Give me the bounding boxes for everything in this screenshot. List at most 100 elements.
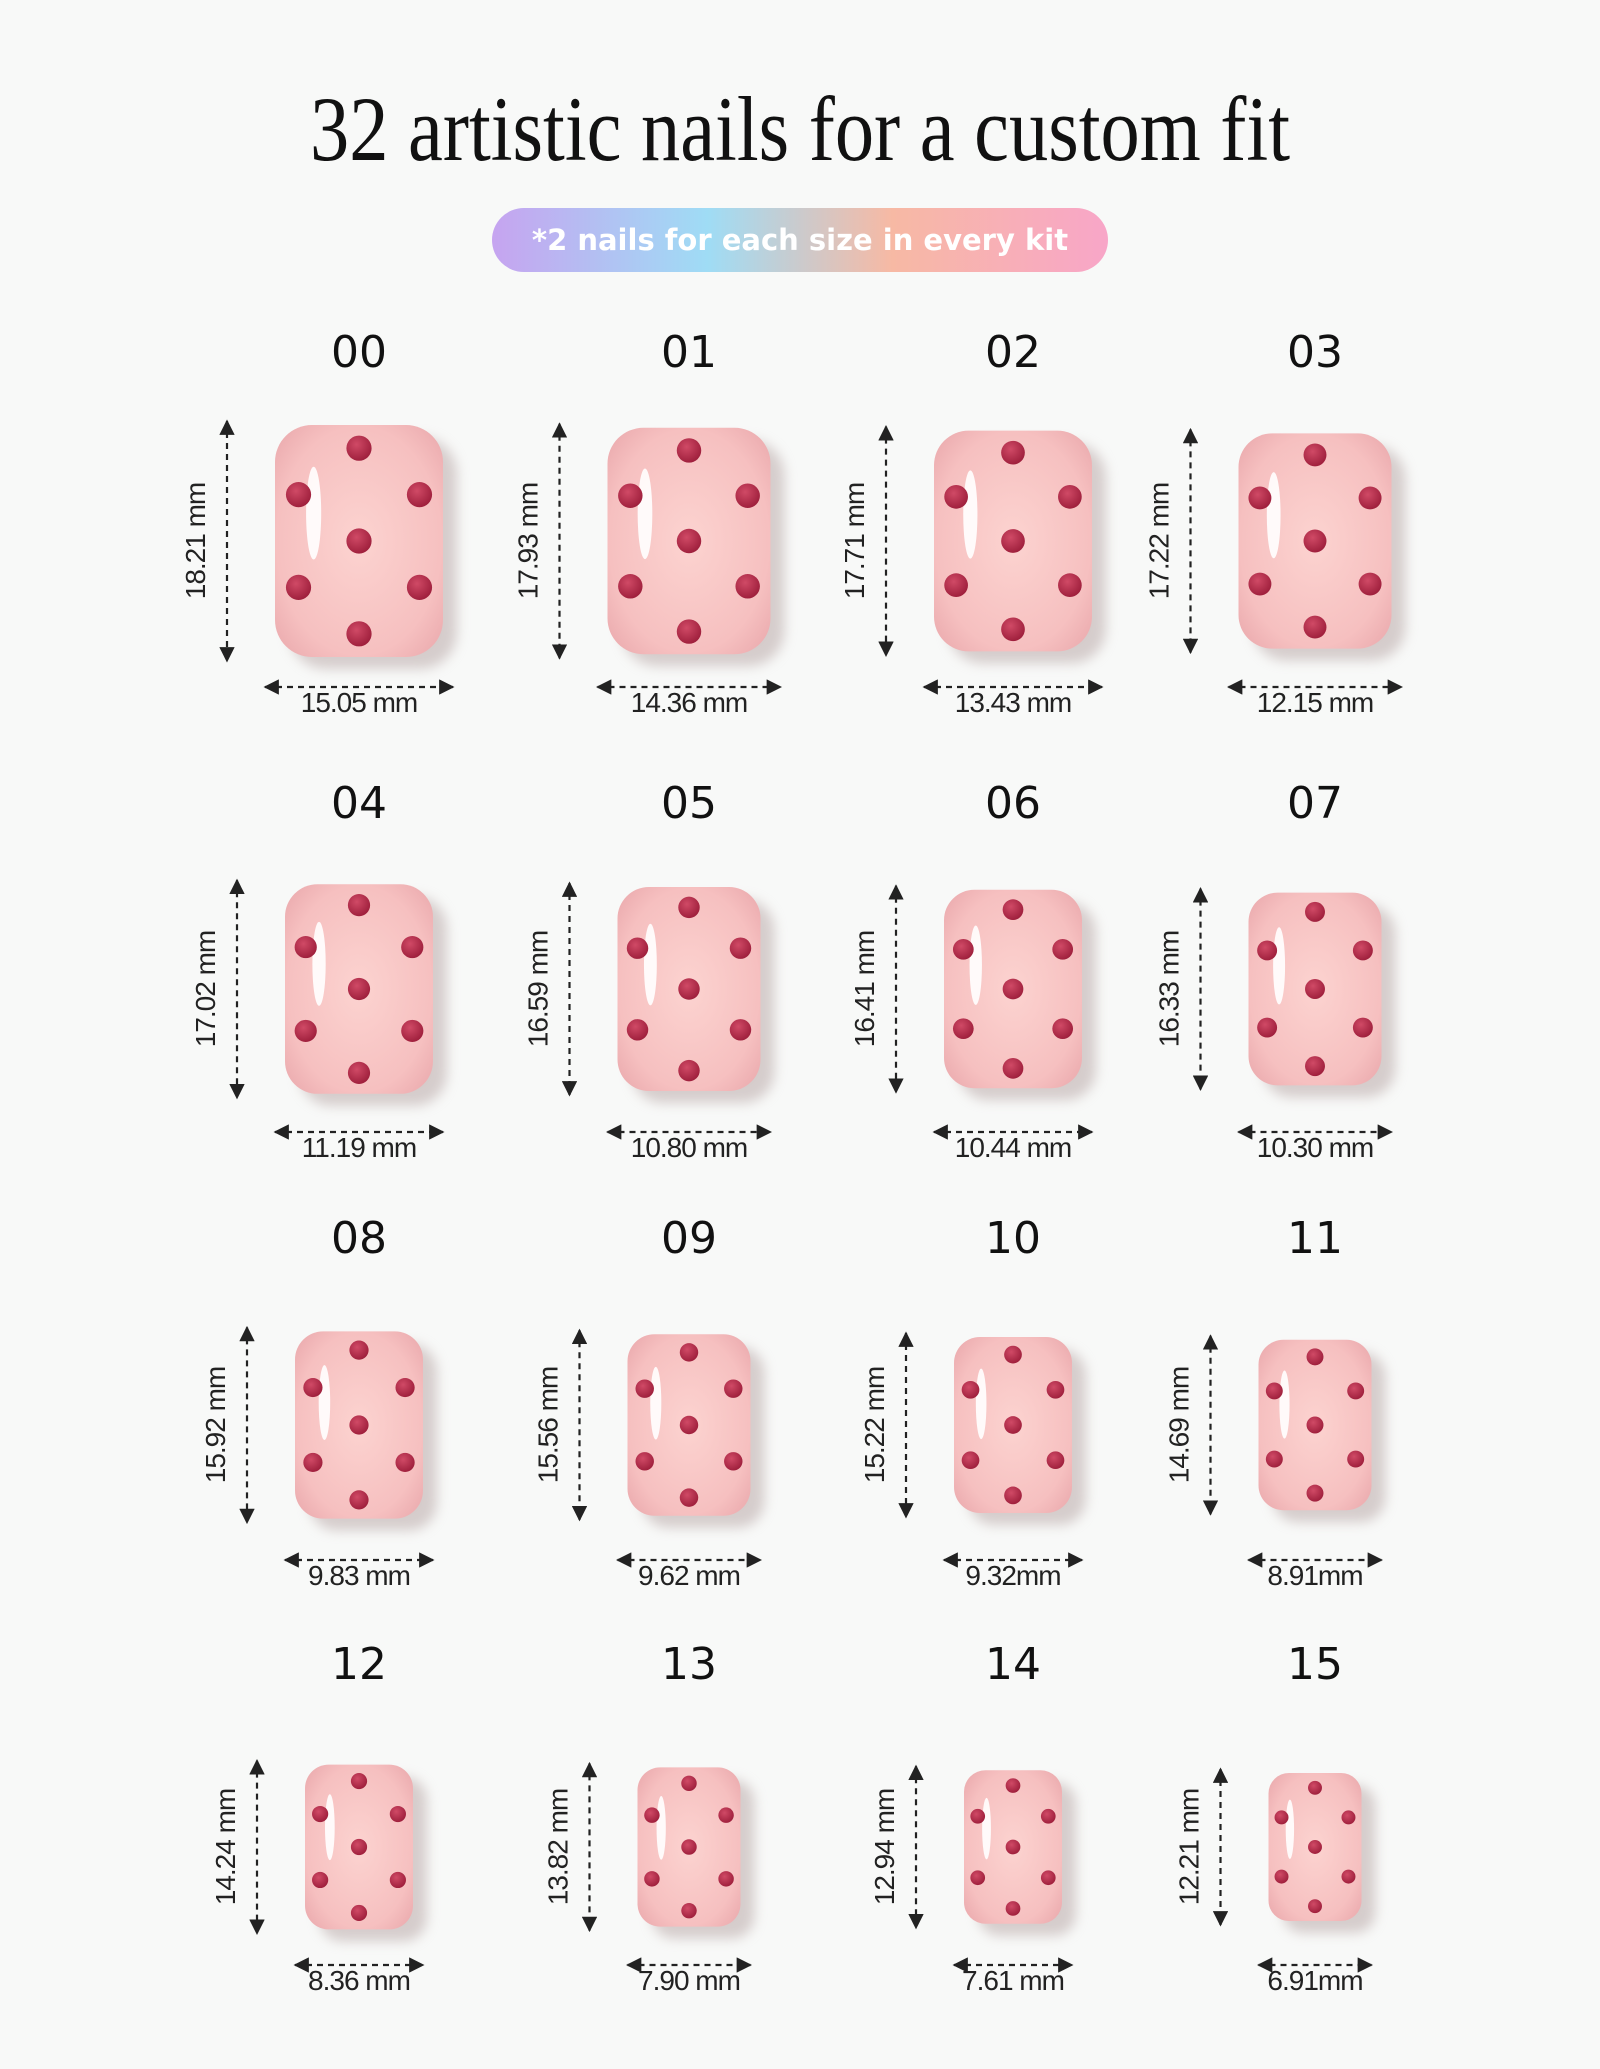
nail-highlight xyxy=(1273,927,1286,1005)
dot xyxy=(970,1808,986,1824)
dot xyxy=(1358,486,1382,510)
nail-item: 01 17.93 mm 14.36 mm xyxy=(513,327,785,718)
nail-highlight xyxy=(312,921,326,1006)
dot xyxy=(1352,940,1373,961)
nail-highlight xyxy=(324,1794,335,1861)
dot xyxy=(350,1838,368,1856)
dot xyxy=(1046,1380,1065,1399)
size-label: 08 xyxy=(331,1213,387,1264)
nail-item: 06 16.41 mm 10.44 mm xyxy=(849,778,1096,1163)
dot xyxy=(644,1871,660,1887)
dot xyxy=(1308,1840,1322,1854)
dot xyxy=(406,574,433,601)
dot xyxy=(944,484,968,509)
nail-grid: 00 18.21 mm 15.05 mm 01 17.93 mm 14.36 mm 02 17… xyxy=(180,327,1406,1996)
height-label: 14.24 mm xyxy=(210,1789,241,1906)
nail-item: 02 17.71 mm 13.43 mm xyxy=(839,327,1106,718)
dot xyxy=(678,1059,700,1082)
dot xyxy=(389,1871,406,1889)
dot xyxy=(401,1019,424,1043)
dot xyxy=(1046,1451,1065,1470)
dot xyxy=(961,1451,980,1470)
nail-item: 13 13.82 mm 7.90 mm xyxy=(543,1639,755,1996)
dot xyxy=(1306,1416,1324,1434)
dot xyxy=(1001,440,1025,465)
dot xyxy=(944,573,968,598)
size-label: 12 xyxy=(331,1639,387,1690)
dot xyxy=(676,438,702,463)
size-label: 11 xyxy=(1287,1213,1343,1264)
dot xyxy=(676,528,702,554)
note-badge xyxy=(492,208,1108,272)
height-label: 12.94 mm xyxy=(869,1789,900,1906)
dot xyxy=(626,1019,649,1041)
dot xyxy=(346,621,372,647)
dot xyxy=(1352,1017,1373,1038)
dot xyxy=(644,1807,660,1823)
dot xyxy=(1257,940,1278,961)
dot xyxy=(1341,1810,1356,1825)
size-label: 14 xyxy=(985,1639,1041,1690)
dot xyxy=(681,1839,697,1855)
size-label: 13 xyxy=(661,1639,717,1690)
nail-item: 03 17.22 mm 12.15 mm xyxy=(1144,327,1406,718)
dot xyxy=(1306,1484,1324,1502)
dot xyxy=(312,1805,329,1823)
dot xyxy=(389,1805,406,1823)
dot xyxy=(1248,572,1272,596)
width-label: 15.05 mm xyxy=(301,687,418,718)
nail-item: 15 12.21 mm 6.91mm xyxy=(1174,1639,1376,1996)
dot xyxy=(1058,484,1082,509)
width-label: 11.19 mm xyxy=(302,1132,416,1163)
dot xyxy=(285,574,312,601)
width-label: 10.30 mm xyxy=(1257,1132,1374,1163)
size-label: 07 xyxy=(1287,778,1343,829)
width-label: 9.83 mm xyxy=(308,1560,410,1591)
dot xyxy=(724,1452,743,1471)
dot xyxy=(395,1377,415,1398)
size-label: 00 xyxy=(331,327,387,378)
height-label: 15.56 mm xyxy=(533,1367,564,1484)
dot xyxy=(1005,1778,1021,1793)
dot xyxy=(1005,1839,1021,1855)
nail-item: 05 16.59 mm 10.80 mm xyxy=(523,778,775,1163)
dot xyxy=(303,1377,323,1398)
width-label: 12.15 mm xyxy=(1257,687,1374,718)
size-label: 15 xyxy=(1287,1639,1343,1690)
nail-highlight xyxy=(1285,1799,1295,1859)
dot xyxy=(735,574,760,599)
size-label: 01 xyxy=(661,327,717,378)
dot xyxy=(350,1904,368,1922)
dot xyxy=(1052,1018,1074,1040)
dot xyxy=(294,1019,317,1043)
dot xyxy=(312,1871,329,1889)
dot xyxy=(970,1870,986,1886)
dot xyxy=(1002,1058,1024,1079)
dot xyxy=(406,482,433,508)
dot xyxy=(1004,1416,1022,1434)
dot xyxy=(285,482,312,508)
height-label: 12.21 mm xyxy=(1174,1789,1205,1906)
nail-highlight xyxy=(982,1797,991,1860)
dot xyxy=(681,1775,697,1792)
dot xyxy=(678,978,700,1000)
dot xyxy=(724,1379,743,1398)
nail-item: 09 15.56 mm 9.62 mm xyxy=(533,1213,765,1591)
height-label: 17.93 mm xyxy=(513,483,544,600)
dot xyxy=(1004,1345,1022,1364)
height-label: 18.21 mm xyxy=(180,483,211,600)
dot xyxy=(350,1772,368,1790)
dot xyxy=(1040,1808,1056,1824)
dot xyxy=(346,528,372,554)
dot xyxy=(347,1061,371,1084)
dot xyxy=(395,1452,415,1473)
nail-highlight xyxy=(306,466,322,560)
size-label: 06 xyxy=(985,778,1041,829)
dot xyxy=(294,935,317,959)
dot xyxy=(679,1343,699,1362)
dot xyxy=(729,1019,752,1041)
dot xyxy=(303,1452,323,1473)
dot xyxy=(1347,1382,1365,1400)
nail-highlight xyxy=(969,925,982,1005)
width-label: 13.43 mm xyxy=(955,687,1072,718)
